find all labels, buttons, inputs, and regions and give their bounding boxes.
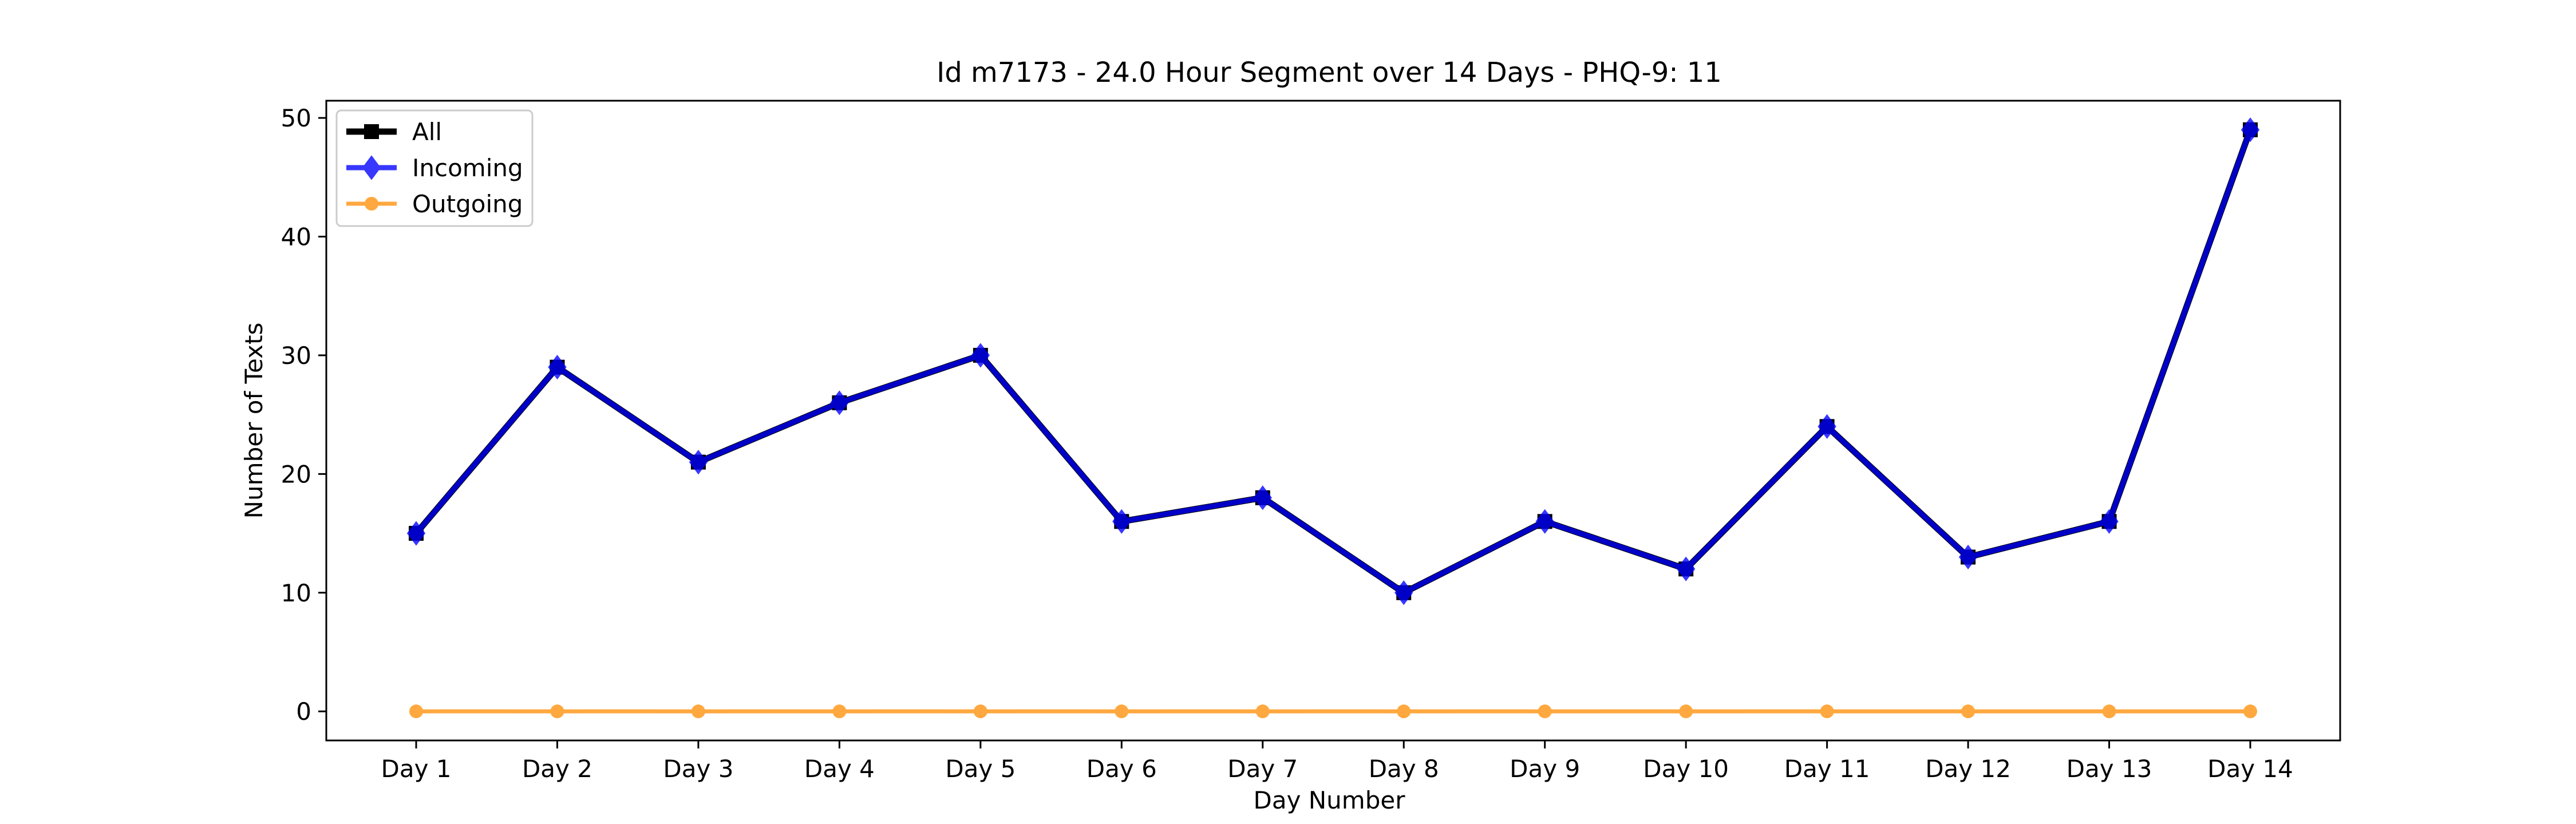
data-point-outgoing bbox=[1961, 704, 1976, 719]
x-tick-label: Day 12 bbox=[1925, 755, 2011, 783]
y-axis-ticks: 0 10 20 30 40 50 bbox=[281, 104, 326, 726]
legend-label-all: All bbox=[412, 118, 442, 146]
y-tick-label: 30 bbox=[281, 342, 311, 370]
x-tick-label: Day 6 bbox=[1086, 755, 1157, 783]
x-tick-label: Day 1 bbox=[381, 755, 451, 783]
data-point-outgoing bbox=[2102, 704, 2116, 719]
x-tick-label: Day 2 bbox=[522, 755, 592, 783]
x-tick-label: Day 3 bbox=[663, 755, 733, 783]
legend-marker bbox=[362, 155, 381, 180]
data-point-incoming bbox=[2100, 509, 2119, 534]
legend-marker bbox=[365, 197, 378, 211]
series-layer bbox=[406, 117, 2260, 719]
legend-frame bbox=[335, 109, 534, 227]
data-point-incoming bbox=[406, 521, 426, 546]
chart-title: Id m7173 - 24.0 Hour Segment over 14 Day… bbox=[937, 57, 1722, 89]
data-point-incoming bbox=[830, 390, 849, 415]
data-point-incoming bbox=[1818, 414, 1836, 439]
x-tick-label: Day 8 bbox=[1369, 755, 1439, 783]
data-point-incoming bbox=[1958, 544, 1978, 570]
x-axis-label: Day Number bbox=[1253, 786, 1405, 814]
series-line-all bbox=[413, 128, 2254, 596]
y-axis-label: Number of Texts bbox=[240, 323, 268, 519]
data-point-incoming bbox=[1394, 580, 1413, 605]
data-point-incoming bbox=[1253, 485, 1272, 510]
data-point-outgoing bbox=[973, 704, 987, 719]
x-tick-label: Day 7 bbox=[1227, 755, 1298, 783]
series-line-incoming bbox=[414, 129, 2253, 596]
y-tick-label: 20 bbox=[281, 460, 311, 488]
legend-swatch-outgoing bbox=[346, 197, 397, 211]
data-point-incoming bbox=[689, 449, 708, 475]
y-tick-label: 10 bbox=[281, 579, 311, 607]
y-tick-label: 40 bbox=[281, 223, 311, 251]
data-point-incoming bbox=[2241, 117, 2260, 142]
data-point-outgoing bbox=[691, 704, 705, 719]
series-outgoing bbox=[409, 704, 2257, 719]
x-tick-label: Day 5 bbox=[945, 755, 1016, 783]
data-point-outgoing bbox=[409, 704, 423, 719]
data-point-incoming bbox=[1112, 509, 1131, 534]
data-point-outgoing bbox=[1115, 704, 1129, 719]
x-tick-label: Day 14 bbox=[2207, 755, 2293, 783]
legend: All Incoming Outgoing bbox=[335, 109, 534, 227]
x-tick-label: Day 13 bbox=[2067, 755, 2152, 783]
plot-frame bbox=[325, 100, 2341, 742]
data-point-incoming bbox=[1676, 556, 1696, 581]
legend-marker bbox=[364, 124, 379, 139]
legend-label-outgoing: Outgoing bbox=[412, 190, 523, 218]
legend-swatch-incoming bbox=[346, 155, 397, 180]
data-point-outgoing bbox=[1255, 704, 1270, 719]
x-tick-label: Day 9 bbox=[1510, 755, 1580, 783]
series-all bbox=[409, 122, 2258, 600]
data-point-incoming bbox=[548, 355, 567, 380]
data-point-outgoing bbox=[1538, 704, 1552, 719]
series-incoming bbox=[406, 117, 2260, 605]
x-axis-ticks: Day 1 Day 2 Day 3 Day 4 Day 5 Day 6 Day 7 Day 8… bbox=[381, 740, 2293, 783]
data-point-outgoing bbox=[1820, 704, 1834, 719]
data-point-incoming bbox=[971, 343, 990, 368]
data-point-outgoing bbox=[832, 704, 847, 719]
x-tick-label: Day 11 bbox=[1784, 755, 1870, 783]
data-point-outgoing bbox=[2243, 704, 2257, 719]
x-tick-label: Day 4 bbox=[804, 755, 875, 783]
y-tick-label: 50 bbox=[281, 104, 311, 132]
y-tick-label: 0 bbox=[296, 698, 311, 726]
x-tick-label: Day 10 bbox=[1643, 755, 1729, 783]
data-point-incoming bbox=[1535, 509, 1554, 534]
data-point-outgoing bbox=[1679, 704, 1693, 719]
data-point-outgoing bbox=[550, 704, 564, 719]
data-point-outgoing bbox=[1397, 704, 1411, 719]
legend-swatch-all bbox=[346, 124, 397, 139]
legend-label-incoming: Incoming bbox=[412, 154, 523, 182]
